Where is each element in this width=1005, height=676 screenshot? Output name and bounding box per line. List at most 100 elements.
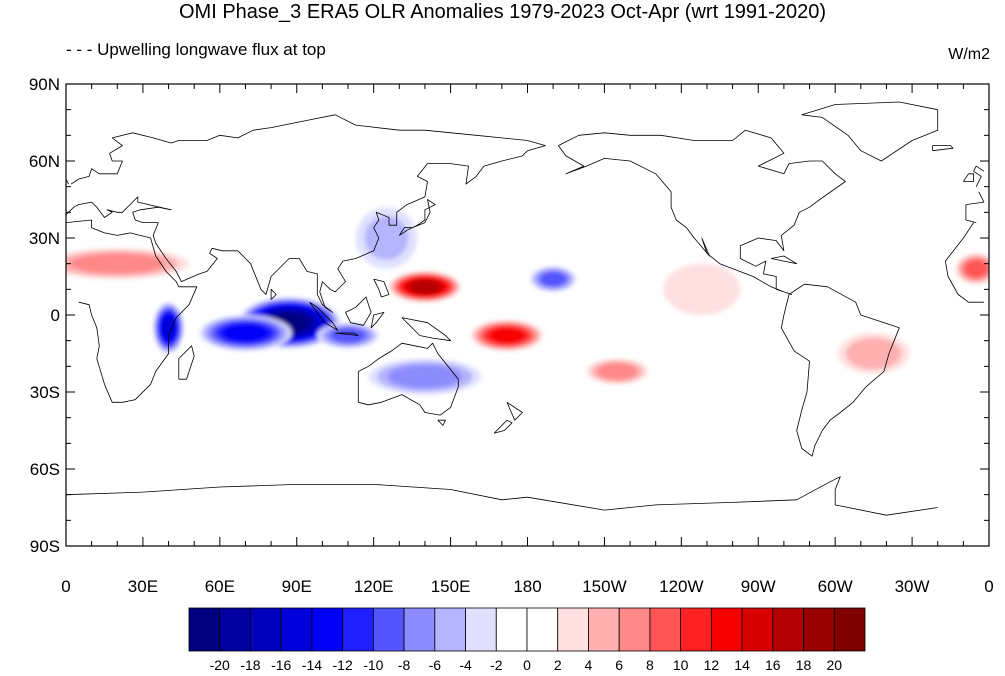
- coastline-sumatra: [309, 301, 339, 331]
- colorbar-swatch: [342, 607, 374, 652]
- colorbar-label: 16: [765, 657, 781, 673]
- coastline-philippines: [373, 278, 390, 298]
- colorbar-swatch: [250, 607, 282, 652]
- anomaly-7: [368, 358, 482, 395]
- colorbar-label: 0: [523, 657, 531, 673]
- coastline-south_america: [780, 283, 900, 457]
- anomaly-contour: [964, 259, 989, 278]
- coastline-cuba: [771, 255, 798, 265]
- x-tick-label: 60E: [205, 577, 235, 596]
- colorbar-label: -4: [459, 657, 472, 673]
- colorbar-swatch: [188, 607, 221, 652]
- colorbar-label: 8: [646, 657, 654, 673]
- anomaly-9: [66, 248, 190, 280]
- anomaly-12: [663, 263, 741, 316]
- x-tick-label: 120W: [659, 577, 703, 596]
- anomaly-5: [471, 320, 543, 351]
- coastline-nz_south: [493, 419, 513, 434]
- colorbar-swatch: [465, 607, 497, 652]
- x-tick-label: 150W: [582, 577, 626, 596]
- colorbar-swatch: [649, 607, 682, 652]
- x-tick-label: 30E: [128, 577, 158, 596]
- colorbar-label: 18: [796, 657, 812, 673]
- anomaly-contour: [845, 337, 902, 370]
- anomaly-2: [153, 302, 184, 354]
- coastline-sri_lanka: [270, 288, 277, 300]
- colorbar-label: -12: [333, 657, 353, 673]
- x-tick-label: 30W: [895, 577, 930, 596]
- colorbar-swatch: [741, 607, 774, 652]
- coastline-japan: [398, 199, 436, 236]
- anomaly-contour: [70, 253, 165, 274]
- colorbar-swatch: [219, 607, 251, 652]
- y-tick-label: 30S: [30, 383, 60, 402]
- colorbar-swatch: [311, 607, 344, 652]
- anomaly-10: [955, 253, 989, 285]
- colorbar-swatch: [434, 607, 466, 652]
- colorbar-label: -6: [429, 657, 442, 673]
- coastline-north_america: [557, 129, 846, 295]
- x-tick-label: 0: [984, 577, 993, 596]
- anomaly-4: [389, 271, 461, 303]
- colorbar-label: -14: [302, 657, 322, 673]
- coastline-sulawesi: [370, 312, 385, 329]
- y-tick-label: 60S: [30, 460, 60, 479]
- anomaly-contour: [489, 328, 525, 343]
- colorbar-swatch: [495, 607, 528, 652]
- colorbar-label: 6: [615, 657, 623, 673]
- colorbar-label: 20: [826, 657, 842, 673]
- colorbar-label: -16: [271, 657, 291, 673]
- coastline-madagascar: [178, 345, 195, 380]
- colorbar-swatch: [833, 607, 866, 652]
- x-tick-label: 120E: [354, 577, 394, 596]
- colorbar-label: -10: [363, 657, 383, 673]
- coastline-africa: [945, 222, 974, 262]
- anomaly-8: [355, 207, 418, 269]
- units-annotation: W/m2: [948, 46, 990, 63]
- coastline-eurasia: [66, 114, 546, 313]
- coastline-antarctica: [66, 484, 528, 501]
- colorbar-label: 4: [585, 657, 593, 673]
- y-tick-label: 60N: [29, 152, 60, 171]
- colorbar-label: -8: [398, 657, 411, 673]
- y-tick-label: 0: [51, 306, 60, 325]
- colorbar-swatch: [372, 607, 405, 652]
- coastline-nz_north: [506, 401, 523, 421]
- x-tick-label: 60W: [818, 577, 853, 596]
- coastline-africa: [66, 219, 198, 403]
- colorbar-label: -20: [210, 657, 230, 673]
- coastline-eurasia: [965, 191, 985, 220]
- x-tick-label: 180: [513, 577, 541, 596]
- anomaly-contour: [388, 364, 462, 389]
- coastline-antarctica: [527, 476, 938, 516]
- y-tick-label: 90N: [29, 75, 60, 94]
- x-tick-label: 90W: [741, 577, 776, 596]
- colorbar-swatch: [772, 607, 804, 652]
- coastline-tasmania: [437, 419, 446, 426]
- coastline-java: [335, 332, 359, 336]
- coastline-borneo: [345, 296, 372, 326]
- colorbar-swatch: [680, 607, 712, 652]
- anomaly-contour: [161, 316, 176, 340]
- x-tick-label: 0: [61, 577, 70, 596]
- anomaly-1: [199, 315, 292, 351]
- y-tick-label: 30N: [29, 229, 60, 248]
- coastline-eurasia: [965, 219, 977, 223]
- anomaly-contour: [597, 363, 638, 380]
- colorbar-swatch: [403, 607, 436, 652]
- colorbar-swatch: [618, 607, 651, 652]
- anomaly-contour: [223, 324, 268, 342]
- map-background: [66, 84, 989, 546]
- colorbar-label: -18: [240, 657, 260, 673]
- anomaly-contour: [330, 328, 366, 343]
- anomaly-11: [586, 358, 649, 385]
- anomaly-6: [530, 266, 577, 292]
- anomaly-contour: [364, 216, 409, 260]
- chart-title: OMI Phase_3 ERA5 OLR Anomalies 1979-2023…: [179, 1, 826, 23]
- colorbar-label: 12: [704, 657, 720, 673]
- coastline-greenland: [801, 101, 939, 162]
- colorbar-label: 10: [673, 657, 689, 673]
- colorbar-label: -2: [490, 657, 503, 673]
- anomaly-13: [837, 332, 910, 375]
